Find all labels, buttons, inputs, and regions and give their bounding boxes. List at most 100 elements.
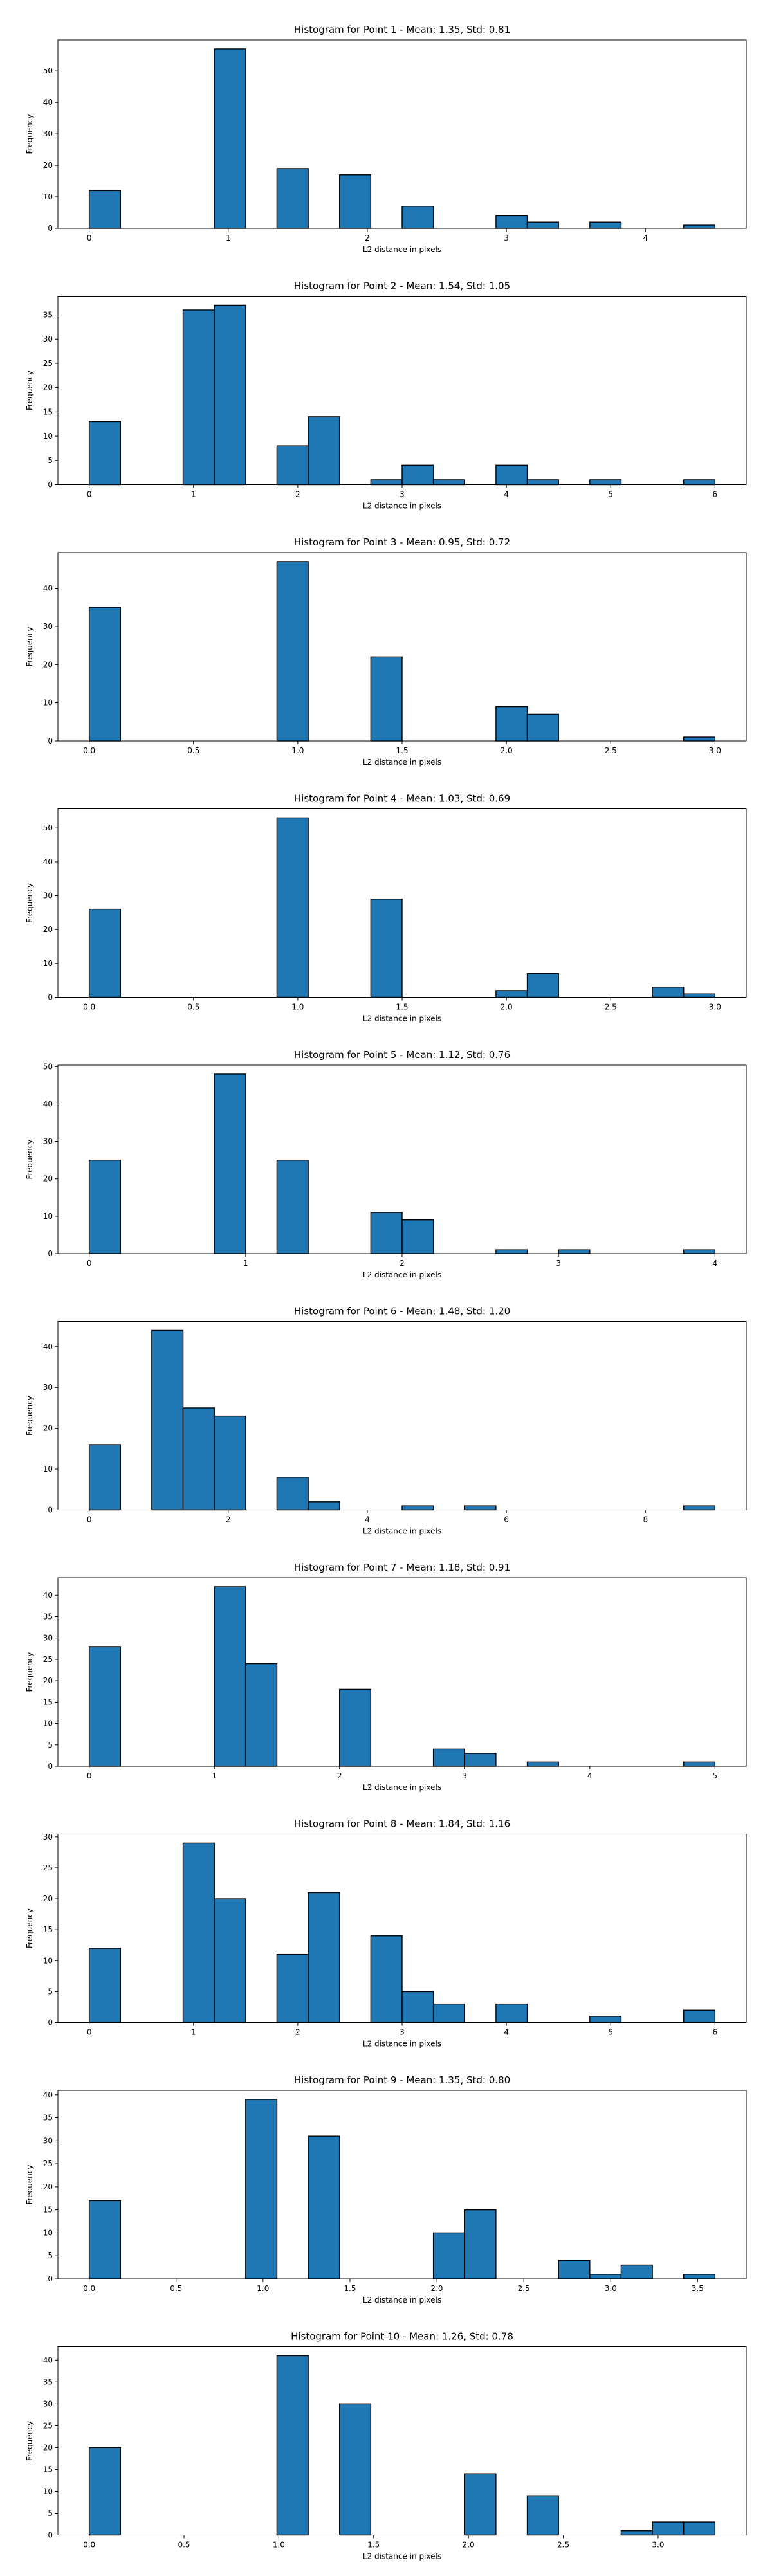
histogram-bar: [308, 1501, 340, 1511]
y-axis-label: Frequency: [25, 114, 34, 154]
x-tick-label: 2: [295, 2028, 300, 2037]
y-tick-label: 10: [43, 1719, 53, 1728]
x-tick-label: 0.5: [170, 2284, 182, 2293]
histogram-bar: [339, 174, 372, 229]
histogram-bar: [88, 190, 121, 229]
histogram-bar: [88, 2200, 121, 2279]
chart-3: Histogram for Point 3 - Mean: 0.95, Std:…: [25, 536, 747, 767]
y-tick-label: 10: [43, 432, 53, 441]
x-tick-label: 3: [504, 233, 509, 242]
x-tick-label: 1: [191, 2028, 196, 2037]
x-tick-label: 0.5: [187, 746, 199, 755]
histogram-bar: [464, 1505, 497, 1511]
y-tick-label: 40: [43, 857, 53, 866]
y-tick-label: 15: [43, 2206, 53, 2215]
histogram-bar: [432, 479, 465, 486]
y-tick-label: 30: [43, 2399, 53, 2408]
histogram-bar: [308, 2135, 340, 2279]
histogram-bar: [558, 2260, 591, 2279]
y-tick-label: 0: [48, 2018, 53, 2027]
histogram-bar: [88, 421, 121, 486]
histogram-bar: [276, 1477, 309, 1511]
x-tick-label: 4: [643, 233, 648, 242]
histogram-bar: [620, 2530, 653, 2536]
x-tick-label: 0.5: [187, 1003, 199, 1012]
histogram-bar: [683, 224, 716, 229]
x-tick-label: 3: [400, 2028, 405, 2037]
y-tick-label: 0: [48, 993, 53, 1002]
chart-2: Histogram for Point 2 - Mean: 1.54, Std:…: [25, 280, 747, 511]
y-tick-label: 25: [43, 2159, 53, 2168]
x-tick-label: 3: [462, 1771, 467, 1780]
x-axis-label: L2 distance in pixels: [363, 2040, 441, 2049]
x-tick-label: 2.5: [557, 2541, 569, 2550]
x-tick-label: 1.5: [367, 2541, 380, 2550]
axes-frame: [57, 296, 747, 485]
histogram-bar: [182, 1842, 215, 2023]
histogram-bar: [88, 1159, 121, 1254]
histogram-bar: [88, 908, 121, 998]
y-tick-label: 25: [43, 1863, 53, 1872]
y-axis-label: Frequency: [25, 1652, 34, 1692]
x-axis-label: L2 distance in pixels: [363, 1527, 441, 1536]
y-tick-label: 20: [43, 161, 53, 170]
x-tick-label: 0: [87, 1515, 92, 1524]
histogram-bar: [683, 1249, 716, 1254]
chart-title: Histogram for Point 10 - Mean: 1.26, Std…: [291, 2331, 513, 2343]
y-tick-label: 30: [43, 1383, 53, 1392]
y-tick-label: 10: [43, 959, 53, 968]
histogram-bar: [370, 656, 403, 742]
x-axis-label: L2 distance in pixels: [363, 245, 441, 254]
chart-title: Histogram for Point 5 - Mean: 1.12, Std:…: [294, 1049, 510, 1061]
histogram-bar: [88, 1444, 121, 1511]
x-axis-label: L2 distance in pixels: [363, 1783, 441, 1792]
y-axis-label: Frequency: [25, 2421, 34, 2461]
x-tick-label: 3.0: [652, 2541, 664, 2550]
axes-frame: [57, 1321, 747, 1510]
x-tick-label: 1: [191, 490, 196, 499]
histogram-bar: [526, 1761, 559, 1767]
histogram-bar: [245, 1663, 278, 1767]
y-tick-label: 0: [48, 1506, 53, 1515]
histogram-bar: [495, 706, 528, 742]
y-tick-label: 5: [48, 1987, 53, 1996]
chart-6: Histogram for Point 6 - Mean: 1.48, Std:…: [25, 1306, 747, 1536]
x-tick-label: 2.5: [518, 2284, 530, 2293]
y-tick-label: 20: [43, 1676, 53, 1685]
y-tick-label: 30: [43, 1137, 53, 1146]
y-tick-label: 30: [43, 2136, 53, 2145]
histogram-bar: [276, 445, 309, 486]
x-tick-label: 5: [608, 490, 613, 499]
y-tick-label: 10: [43, 192, 53, 201]
histogram-bar: [620, 2264, 653, 2279]
histogram-bar: [276, 1159, 309, 1254]
histogram-bar: [589, 479, 622, 486]
chart-title: Histogram for Point 1 - Mean: 1.35, Std:…: [294, 24, 510, 35]
chart-5: Histogram for Point 5 - Mean: 1.12, Std:…: [25, 1049, 747, 1279]
x-tick-label: 0.0: [83, 1003, 95, 1012]
histogram-bar: [151, 1329, 184, 1511]
y-tick-label: 30: [43, 129, 53, 138]
histogram-bar: [683, 736, 716, 742]
y-tick-label: 35: [43, 1612, 53, 1621]
y-axis-label: Frequency: [25, 883, 34, 923]
x-tick-label: 3.5: [692, 2284, 704, 2293]
y-tick-label: 25: [43, 1655, 53, 1664]
y-tick-label: 25: [43, 359, 53, 368]
x-tick-label: 1.0: [291, 1003, 304, 1012]
x-tick-label: 0.0: [83, 2541, 95, 2550]
histogram-bar: [276, 1953, 309, 2023]
histogram-bar: [464, 2473, 497, 2536]
y-tick-label: 50: [43, 823, 53, 832]
histogram-bar: [464, 1753, 497, 1767]
y-tick-label: 20: [43, 383, 53, 392]
histogram-bar: [308, 416, 340, 486]
histogram-bar: [308, 1892, 340, 2023]
x-tick-label: 2: [226, 1515, 231, 1524]
histogram-bar: [495, 1249, 528, 1254]
y-tick-label: 40: [43, 1342, 53, 1351]
x-tick-label: 3.0: [709, 746, 721, 755]
histogram-bar: [526, 221, 559, 229]
x-axis-label: L2 distance in pixels: [363, 502, 441, 511]
x-tick-label: 6: [713, 2028, 718, 2037]
